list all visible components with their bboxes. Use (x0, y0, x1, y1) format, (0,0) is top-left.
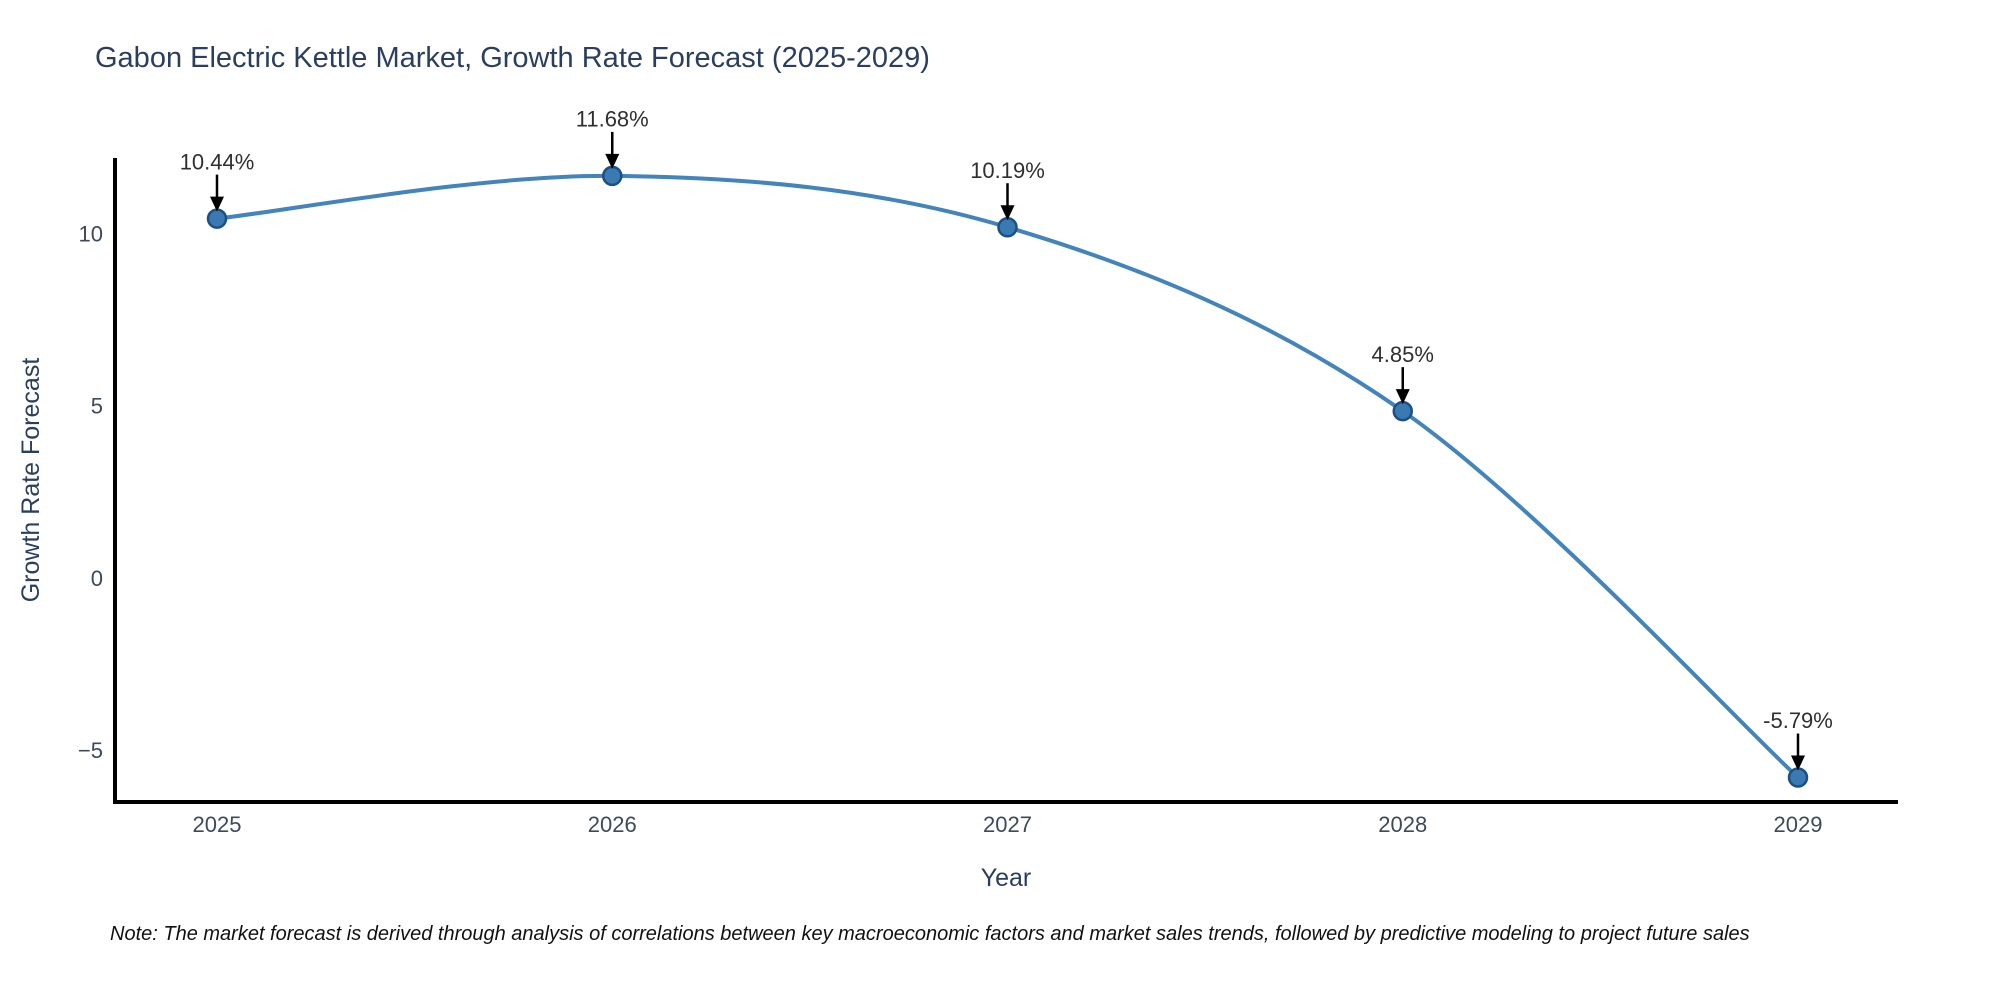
point-label-2029: -5.79% (1763, 708, 1833, 733)
plot-area: −5 0 5 10 2025 2026 2027 2028 2029 10.44% 11.68% 10… (78, 107, 1898, 837)
data-point-2028[interactable] (1392, 400, 1413, 422)
point-label-2027: 10.19% (970, 158, 1045, 183)
y-tick-label-0: 0 (91, 566, 103, 591)
y-tick-label-10: 10 (79, 221, 103, 246)
annotation-arrowhead-2029 (1791, 755, 1805, 771)
footnote: Note: The market forecast is derived thr… (110, 923, 1750, 945)
annotation-arrowhead-2025 (210, 196, 224, 212)
annotation-arrowhead-2028 (1395, 389, 1410, 405)
point-label-2025: 10.44% (180, 149, 255, 174)
data-point-2029[interactable] (1787, 767, 1809, 788)
chart-title: Gabon Electric Kettle Market, Growth Rat… (95, 42, 930, 74)
data-point-2025[interactable] (206, 208, 228, 229)
annotation-arrowhead-2027 (1000, 205, 1015, 221)
x-tick-label-2027: 2027 (983, 812, 1032, 837)
x-tick-label-2026: 2026 (588, 812, 637, 837)
y-axis-title: Growth Rate Forecast (17, 358, 45, 603)
annotation-arrowhead-2026 (605, 153, 620, 169)
data-point-2027[interactable] (997, 216, 1018, 238)
y-tick-label-5: 5 (91, 394, 103, 419)
series-line (215, 173, 1800, 780)
data-point-2026[interactable] (602, 165, 623, 187)
y-tick-label--5: −5 (78, 738, 103, 763)
x-axis-title: Year (981, 864, 1032, 892)
x-tick-label-2025: 2025 (193, 812, 242, 837)
x-tick-label-2029: 2029 (1774, 812, 1823, 837)
x-tick-label-2028: 2028 (1378, 812, 1427, 837)
point-label-2026: 11.68% (576, 107, 649, 132)
point-label-2028: 4.85% (1372, 342, 1434, 367)
